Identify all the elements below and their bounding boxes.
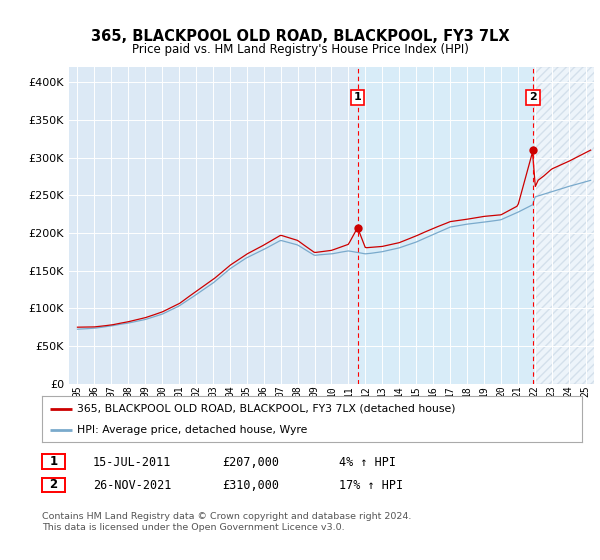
Text: 1: 1 — [354, 92, 361, 102]
Text: 4% ↑ HPI: 4% ↑ HPI — [339, 455, 396, 469]
Text: £310,000: £310,000 — [222, 479, 279, 492]
Bar — [358, 67, 533, 384]
Bar — [533, 67, 599, 384]
Bar — [69, 67, 358, 384]
Bar — [358, 67, 533, 384]
Text: 26-NOV-2021: 26-NOV-2021 — [93, 479, 172, 492]
Text: Contains HM Land Registry data © Crown copyright and database right 2024.
This d: Contains HM Land Registry data © Crown c… — [42, 512, 412, 532]
Text: £207,000: £207,000 — [222, 455, 279, 469]
Text: 1: 1 — [49, 455, 58, 468]
Text: 17% ↑ HPI: 17% ↑ HPI — [339, 479, 403, 492]
Text: 365, BLACKPOOL OLD ROAD, BLACKPOOL, FY3 7LX (detached house): 365, BLACKPOOL OLD ROAD, BLACKPOOL, FY3 … — [77, 404, 455, 414]
Text: Price paid vs. HM Land Registry's House Price Index (HPI): Price paid vs. HM Land Registry's House … — [131, 43, 469, 56]
Text: 15-JUL-2011: 15-JUL-2011 — [93, 455, 172, 469]
Text: 365, BLACKPOOL OLD ROAD, BLACKPOOL, FY3 7LX: 365, BLACKPOOL OLD ROAD, BLACKPOOL, FY3 … — [91, 29, 509, 44]
Text: 2: 2 — [529, 92, 537, 102]
Text: HPI: Average price, detached house, Wyre: HPI: Average price, detached house, Wyre — [77, 425, 307, 435]
Text: 2: 2 — [49, 478, 58, 492]
